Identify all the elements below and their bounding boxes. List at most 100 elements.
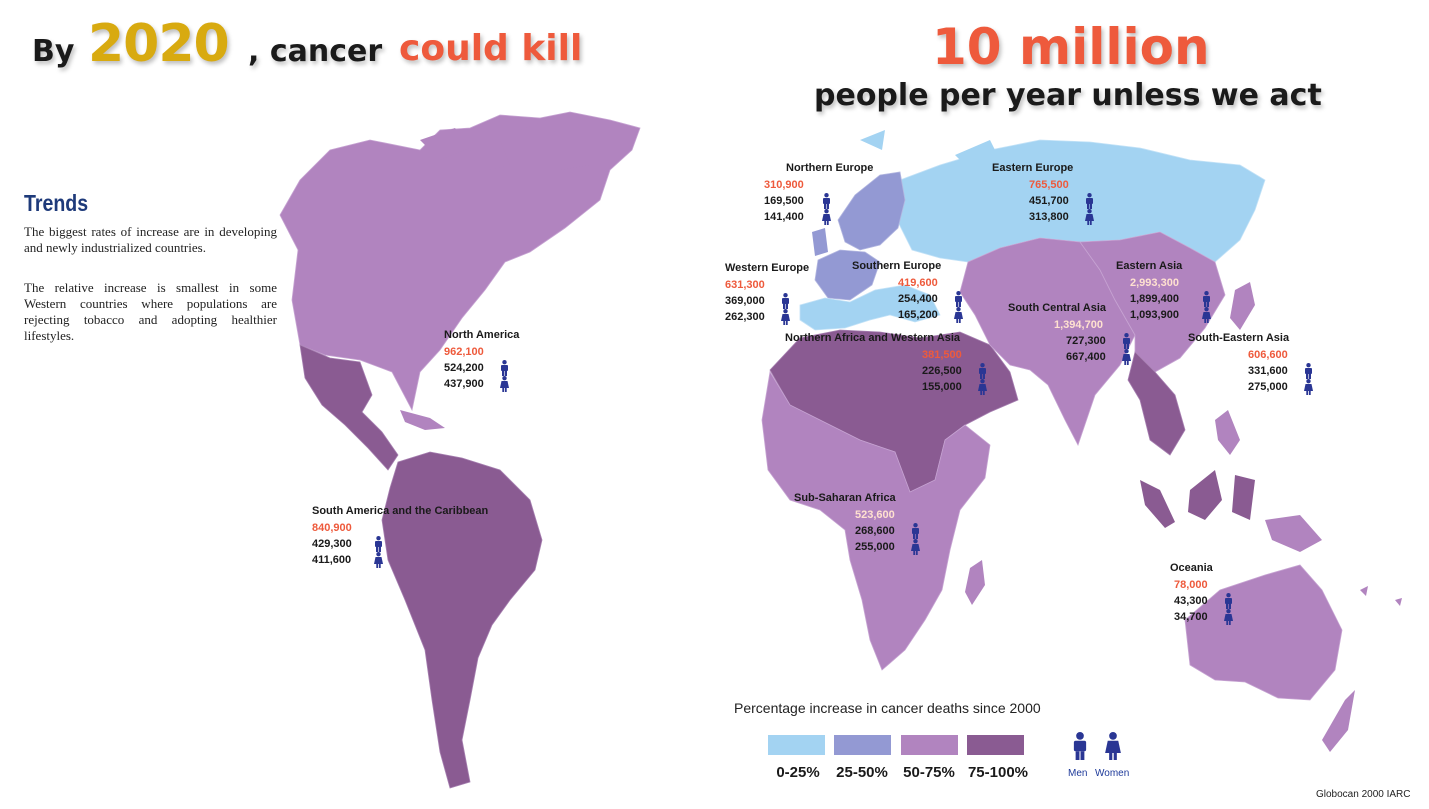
- woman-icon: [374, 552, 383, 568]
- region-women: 437,900: [444, 378, 484, 390]
- region-men: 369,000: [725, 295, 765, 307]
- man-icon: [1305, 363, 1312, 379]
- woman-icon: [911, 539, 920, 555]
- man-icon: [375, 536, 382, 552]
- region-label: South-Eastern Asia 606,600 331,600 275,0…: [1188, 332, 1313, 395]
- region-women: 141,400: [764, 211, 804, 223]
- headline-cancer: , cancer: [248, 34, 383, 69]
- woman-icon: [954, 307, 963, 323]
- region-women: 34,700: [1174, 611, 1208, 623]
- region-men: 1,899,400: [1130, 293, 1179, 305]
- man-icon: [1225, 593, 1232, 609]
- region-women: 411,600: [312, 554, 352, 566]
- woman-icon: [1304, 379, 1313, 395]
- region-men: 331,600: [1248, 365, 1288, 377]
- region-name: Oceania: [1170, 562, 1213, 574]
- legend-men-label: Men: [1068, 768, 1088, 779]
- region-men: 169,500: [764, 195, 804, 207]
- legend-title: Percentage increase in cancer deaths sin…: [734, 700, 1041, 716]
- map-madagascar: [965, 560, 985, 605]
- map-new-guinea: [1265, 515, 1322, 552]
- legend-swatch-75-100: [967, 735, 1024, 755]
- legend-label-75-100: 75-100%: [967, 764, 1029, 781]
- region-women: 313,800: [1029, 211, 1069, 223]
- map-uk: [812, 228, 828, 256]
- legend-swatch-0-25: [768, 735, 825, 755]
- region-total: 2,993,300: [1130, 277, 1179, 289]
- map-philippines: [1215, 410, 1240, 455]
- woman-icon: [1085, 209, 1094, 225]
- region-name: South Central Asia: [1008, 302, 1106, 314]
- region-label: Oceania 78,000 43,300 34,700: [1170, 562, 1233, 625]
- region-label: Sub-Saharan Africa 523,600 268,600 255,0…: [794, 492, 920, 555]
- legend-women-label: Women: [1095, 768, 1130, 779]
- headline-could-kill: could kill: [399, 28, 583, 69]
- region-name: Sub-Saharan Africa: [794, 492, 896, 504]
- region-total: 606,600: [1248, 349, 1288, 361]
- map-australia: [1184, 564, 1343, 701]
- region-women: 165,200: [898, 309, 938, 321]
- region-label: South Central Asia 1,394,700 727,300 667…: [1008, 302, 1131, 365]
- woman-icon: [1224, 609, 1233, 625]
- legend-swatch-25-50: [834, 735, 891, 755]
- region-women: 262,300: [725, 311, 765, 323]
- region-men: 43,300: [1174, 595, 1208, 607]
- man-icon: [782, 293, 789, 309]
- man-icon: [1086, 193, 1093, 209]
- woman-icon: [1202, 307, 1211, 323]
- legend-label-25-50: 25-50%: [836, 764, 888, 781]
- region-men: 268,600: [855, 525, 895, 537]
- woman-icon: [822, 209, 831, 225]
- man-icon: [823, 193, 830, 209]
- legend-label-50-75: 50-75%: [903, 764, 955, 781]
- region-total: 765,500: [1029, 179, 1069, 191]
- map-north-america: [279, 111, 641, 412]
- region-name: Western Europe: [725, 262, 810, 274]
- region-total: 419,600: [898, 277, 938, 289]
- region-men: 524,200: [444, 362, 484, 374]
- source-credit: Globocan 2000 IARC: [1316, 789, 1411, 800]
- map-southern-europe: [799, 284, 941, 331]
- region-women: 1,093,900: [1130, 309, 1179, 321]
- woman-icon: [500, 376, 509, 392]
- region-name: Northern Africa and Western Asia: [785, 332, 961, 344]
- trends-title: Trends: [24, 190, 89, 216]
- region-men: 727,300: [1066, 335, 1106, 347]
- map-new-zealand: [1322, 690, 1355, 752]
- region-total: 523,600: [855, 509, 895, 521]
- map-eastern-asia: [1079, 231, 1226, 373]
- region-name: Southern Europe: [852, 260, 942, 272]
- region-total: 840,900: [312, 522, 352, 534]
- map-pacific-islands: [1360, 586, 1402, 606]
- map-western-europe: [814, 249, 881, 301]
- trends-paragraph-1: The biggest rates of increase are in dev…: [24, 224, 277, 255]
- region-men: 254,400: [898, 293, 938, 305]
- region-men: 429,300: [312, 538, 352, 550]
- region-total: 962,100: [444, 346, 484, 358]
- region-name: North America: [444, 329, 520, 341]
- legend-label-0-25: 0-25%: [776, 764, 820, 781]
- region-total: 1,394,700: [1054, 319, 1103, 331]
- trends-paragraph-2: The relative increase is smallest in som…: [24, 280, 277, 343]
- region-total: 631,300: [725, 279, 765, 291]
- legend-swatch-50-75: [901, 735, 958, 755]
- region-label: Northern Africa and Western Asia 381,500…: [785, 332, 987, 395]
- man-icon: [1203, 291, 1210, 307]
- woman-icon: [978, 379, 987, 395]
- region-label: Western Europe 631,300 369,000 262,300: [725, 262, 809, 325]
- region-name: South America and the Caribbean: [312, 505, 489, 517]
- region-total: 78,000: [1174, 579, 1208, 591]
- man-icon: [979, 363, 986, 379]
- map-arctic-islands: [420, 128, 510, 172]
- region-label: Eastern Asia 2,993,300 1,899,400 1,093,9…: [1116, 260, 1211, 323]
- region-total: 381,500: [922, 349, 962, 361]
- map-south-central-asia: [959, 237, 1136, 447]
- region-men: 451,700: [1029, 195, 1069, 207]
- headline-subline: people per year unless we act: [814, 78, 1322, 113]
- region-men: 226,500: [922, 365, 962, 377]
- map-arctic-islands-east: [860, 130, 1000, 170]
- region-label: South America and the Caribbean 840,900 …: [312, 505, 488, 568]
- man-icon: [955, 291, 962, 307]
- map-central-america: [299, 344, 399, 471]
